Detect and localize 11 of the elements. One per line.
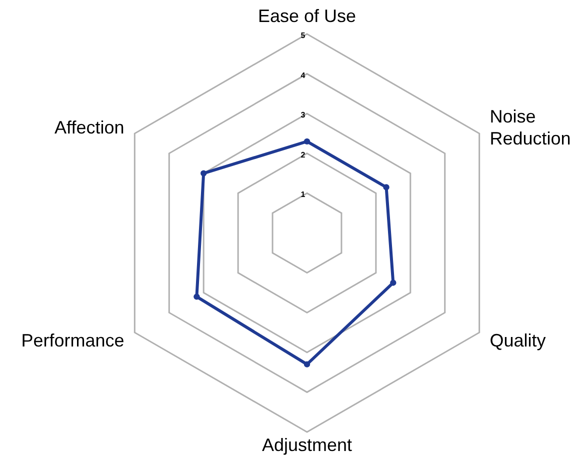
spoke-label: Affection xyxy=(54,118,124,138)
y-tick-label: 3 xyxy=(300,110,306,120)
spoke-label: Ease of Use xyxy=(258,6,356,26)
spoke-label: Adjustment xyxy=(262,435,352,455)
y-tick-label: 4 xyxy=(300,70,306,80)
spoke-label: Performance xyxy=(21,330,124,350)
y-tick-label: 2 xyxy=(300,150,306,160)
y-tick-label: 5 xyxy=(300,31,306,40)
spoke-label: Quality xyxy=(490,330,546,350)
spoke-label: Noise Reduction xyxy=(490,106,571,148)
y-tick-label: 1 xyxy=(300,190,306,200)
